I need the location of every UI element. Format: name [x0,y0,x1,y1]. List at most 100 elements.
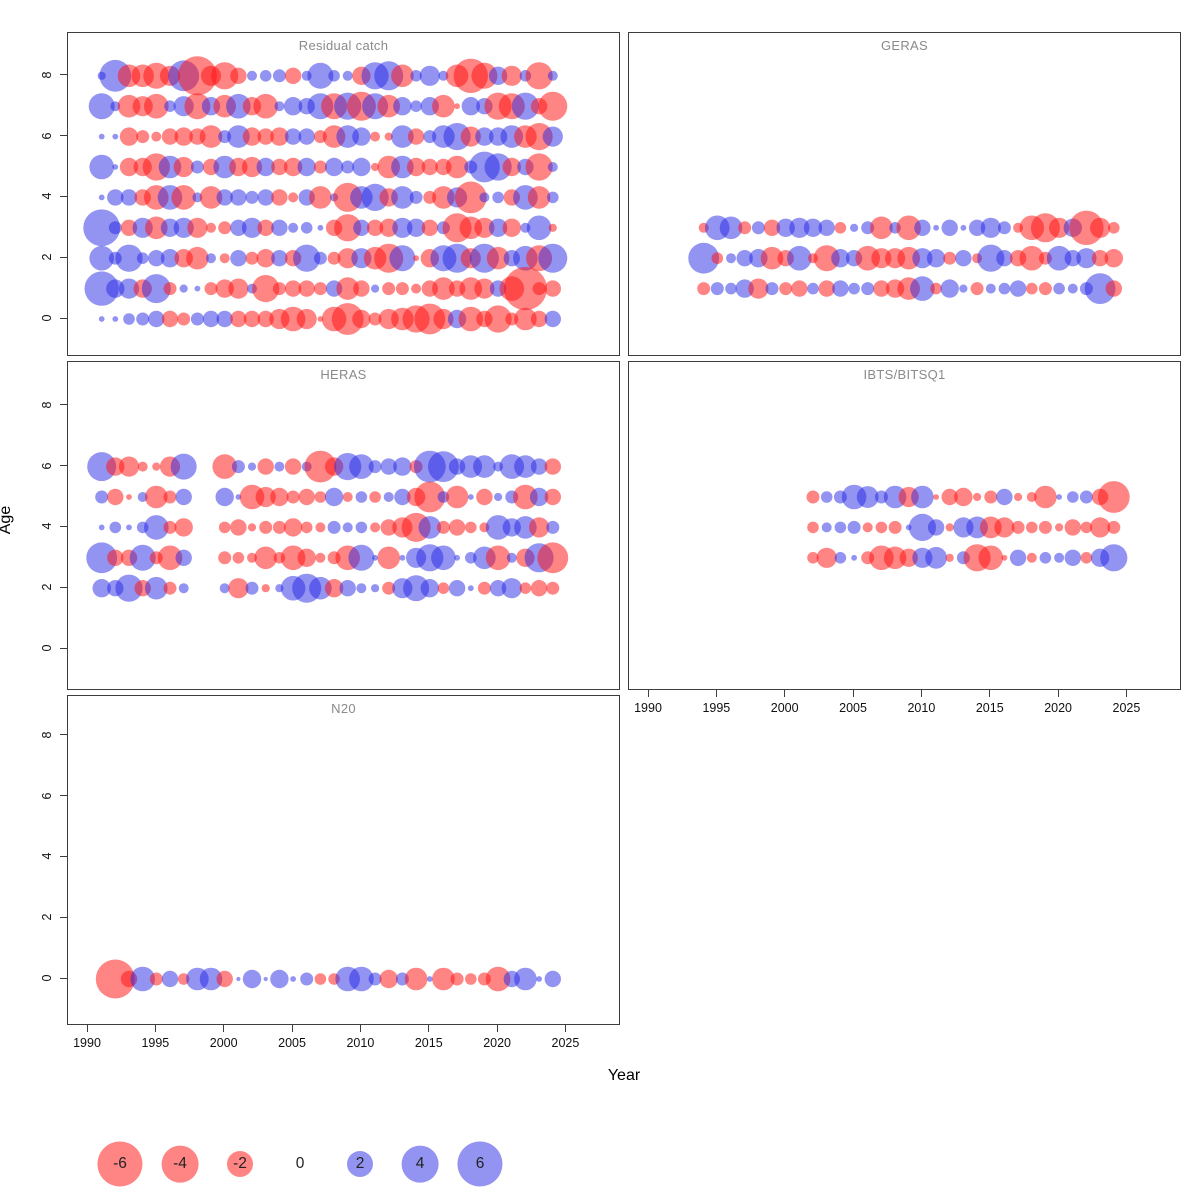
bubble [112,133,119,140]
bubble [503,267,547,311]
bubble [136,252,149,264]
bubble-size-legend: -6 -4 -2 0 2 4 6 [90,1128,510,1200]
bubble [366,219,384,236]
bubble [284,67,302,84]
bubble [519,582,532,594]
bubble [171,185,196,210]
bubble [230,67,247,84]
bubble [438,70,449,81]
bubble-canvas-ibts-bitsq1 [806,481,1130,572]
panel-geras: GERAS [628,32,1181,356]
bubble [1014,492,1023,502]
bubble [232,552,245,564]
bubble [298,128,315,145]
bubble [485,545,511,571]
bubble [407,128,425,145]
bubble [361,183,389,211]
bubble [502,157,521,177]
bubble [998,282,1011,295]
bubble [206,253,216,264]
bubble [263,976,268,982]
bubble [467,494,474,500]
bubble [286,490,300,504]
bubble [216,189,233,206]
bubble [230,310,247,328]
legend-value-label: 6 [475,1155,485,1172]
bubble [261,584,270,593]
bubble [395,282,409,296]
bubble [107,189,124,206]
x-tick-label: 2005 [839,701,867,715]
bubble-canvas-geras [688,210,1123,304]
bubble [190,312,204,326]
bubble [151,131,162,142]
bubble [847,520,861,534]
bubble [1034,485,1057,509]
bubble [547,191,559,204]
bubble [431,545,456,571]
bubble [419,65,440,86]
bubble [1090,517,1111,538]
bubble [432,277,455,300]
bubble [163,490,177,504]
y-tick-mark [60,647,67,649]
y-tick-mark [60,586,67,588]
bubble [477,581,491,595]
bubble [336,277,360,300]
bubble [1026,282,1038,295]
bubble [925,546,947,569]
bubble [834,521,847,534]
x-tick-label: 2005 [278,1036,306,1050]
x-tick-label: 2025 [551,1036,580,1050]
bubble [284,458,302,475]
bubble [418,516,442,539]
bubble [106,457,125,476]
bubble [230,189,247,206]
bubble-canvas-heras [86,450,569,603]
bubble [751,221,765,235]
bubble [725,282,737,295]
y-tick-mark [60,256,67,258]
bubble [1055,523,1064,532]
bubble [98,524,105,531]
bubble [163,520,177,534]
bubble [389,245,416,272]
bubble [1026,521,1038,534]
panel-n20: N20 [67,695,620,1025]
bubble [414,481,446,513]
bubble [315,552,326,563]
bubble [349,454,374,479]
bubble [226,93,251,119]
x-tick-mark [784,690,786,697]
bubble [115,244,143,272]
bubble [973,492,982,502]
y-tick-label: 2 [40,253,54,261]
bubble [1084,273,1116,304]
bubble [87,452,117,482]
legend-value-label: -2 [233,1155,247,1172]
bubble [136,130,150,144]
bubble [448,519,466,536]
bubble [228,278,249,299]
bubble [488,66,508,85]
x-tick-mark [359,1025,361,1032]
x-tick-label: 1995 [141,1036,170,1050]
bubble [379,218,398,237]
bubble [471,62,498,89]
bubble [1080,521,1093,534]
x-tick-label: 2020 [483,1036,511,1050]
bubble [194,285,201,292]
bubble [259,70,272,82]
bubble [940,279,959,298]
bubble [334,214,362,242]
bubble [943,251,957,265]
bubble [818,280,835,297]
bubble [236,976,241,982]
y-tick-mark [60,977,67,979]
bubble [807,552,819,564]
bubble [910,276,935,301]
bubble [254,546,277,570]
bubble [980,217,1001,238]
bubble-canvas-residual-catch [83,56,568,335]
legend-value-label: 0 [295,1155,305,1172]
